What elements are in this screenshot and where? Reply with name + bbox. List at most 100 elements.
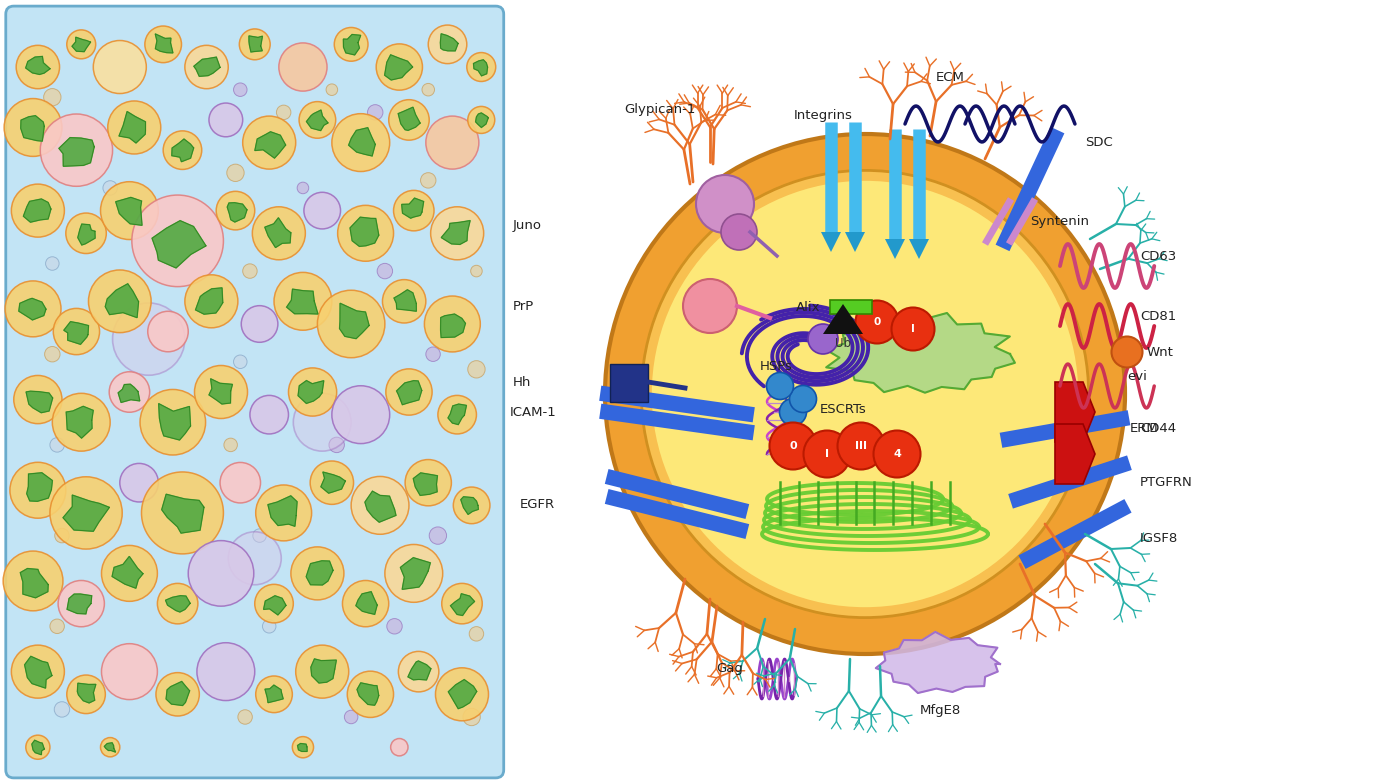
Circle shape (332, 386, 390, 444)
Polygon shape (26, 473, 52, 501)
Polygon shape (105, 284, 139, 318)
Circle shape (386, 368, 432, 416)
Circle shape (55, 528, 69, 543)
Polygon shape (311, 659, 336, 683)
Polygon shape (306, 561, 333, 585)
Circle shape (438, 395, 476, 434)
Polygon shape (1055, 382, 1095, 442)
Polygon shape (158, 404, 190, 440)
Polygon shape (19, 299, 45, 320)
Circle shape (387, 619, 402, 634)
Circle shape (384, 544, 442, 602)
Circle shape (435, 668, 489, 720)
Circle shape (471, 265, 482, 277)
Circle shape (102, 546, 157, 601)
Circle shape (242, 264, 257, 278)
Circle shape (52, 394, 110, 451)
Polygon shape (156, 34, 174, 53)
Circle shape (1111, 336, 1143, 368)
Polygon shape (25, 656, 52, 688)
Circle shape (157, 583, 198, 624)
Bar (610, 364, 649, 402)
Circle shape (453, 487, 490, 524)
Circle shape (14, 376, 62, 423)
Circle shape (293, 394, 351, 451)
Circle shape (107, 101, 161, 154)
Circle shape (394, 191, 434, 230)
Circle shape (88, 270, 151, 332)
Circle shape (256, 485, 311, 541)
Polygon shape (355, 592, 377, 615)
Polygon shape (398, 107, 420, 130)
Circle shape (779, 398, 807, 426)
Polygon shape (172, 139, 194, 162)
Polygon shape (105, 742, 116, 752)
Polygon shape (826, 313, 1015, 393)
Polygon shape (165, 596, 190, 612)
Circle shape (140, 390, 205, 455)
Polygon shape (402, 198, 424, 218)
Text: Syntenin: Syntenin (1030, 216, 1089, 228)
Text: I: I (912, 324, 914, 334)
Circle shape (147, 311, 189, 352)
Circle shape (11, 184, 65, 237)
Circle shape (317, 290, 384, 358)
Circle shape (162, 131, 201, 169)
Circle shape (54, 702, 70, 717)
Circle shape (442, 583, 482, 624)
Text: 0: 0 (873, 317, 881, 327)
Circle shape (234, 355, 246, 368)
Circle shape (343, 580, 388, 626)
Circle shape (238, 710, 252, 724)
Circle shape (50, 619, 65, 633)
Circle shape (405, 459, 452, 506)
Text: HSPs: HSPs (760, 360, 793, 372)
Text: 0: 0 (789, 441, 797, 451)
Polygon shape (885, 239, 905, 259)
Circle shape (67, 675, 105, 713)
Polygon shape (321, 472, 346, 493)
Polygon shape (397, 381, 421, 405)
Circle shape (332, 114, 390, 172)
Polygon shape (118, 384, 139, 402)
Polygon shape (1055, 424, 1095, 484)
Circle shape (58, 580, 105, 626)
Circle shape (837, 423, 884, 470)
Circle shape (428, 25, 467, 64)
Polygon shape (475, 113, 489, 128)
Text: PTGFRN: PTGFRN (1140, 476, 1192, 488)
Circle shape (234, 83, 246, 96)
Polygon shape (307, 110, 328, 131)
Polygon shape (401, 557, 431, 590)
Polygon shape (26, 56, 50, 74)
Circle shape (804, 430, 851, 477)
Circle shape (347, 671, 394, 717)
Circle shape (240, 29, 270, 60)
Polygon shape (72, 37, 91, 52)
Polygon shape (297, 743, 307, 751)
Polygon shape (348, 128, 376, 156)
Circle shape (132, 195, 223, 287)
Polygon shape (112, 557, 143, 588)
Circle shape (299, 102, 336, 138)
Polygon shape (343, 34, 361, 55)
Circle shape (11, 645, 65, 698)
Circle shape (425, 116, 479, 169)
Text: Glypican-1: Glypican-1 (624, 103, 695, 116)
Circle shape (695, 175, 755, 233)
Circle shape (145, 26, 182, 63)
Circle shape (251, 395, 289, 434)
Circle shape (274, 272, 332, 330)
Circle shape (256, 676, 292, 713)
Circle shape (94, 41, 146, 93)
Text: Juno: Juno (514, 220, 543, 233)
Circle shape (4, 99, 62, 156)
Polygon shape (63, 321, 88, 344)
Circle shape (156, 673, 200, 716)
Circle shape (398, 652, 439, 691)
Circle shape (224, 438, 237, 452)
Text: Wnt: Wnt (1147, 346, 1173, 358)
Circle shape (467, 53, 496, 82)
Polygon shape (264, 218, 291, 248)
Polygon shape (249, 36, 263, 52)
